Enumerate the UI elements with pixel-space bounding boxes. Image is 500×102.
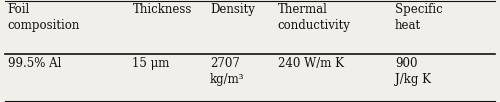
Text: 240 W/m K: 240 W/m K: [278, 57, 344, 70]
Text: Foil
composition: Foil composition: [8, 3, 80, 32]
Text: 15 μm: 15 μm: [132, 57, 170, 70]
Text: Thermal
conductivity: Thermal conductivity: [278, 3, 350, 32]
Text: Specific
heat: Specific heat: [395, 3, 443, 32]
Text: 2707
kg/m³: 2707 kg/m³: [210, 57, 244, 86]
Text: Thickness: Thickness: [132, 3, 192, 16]
Text: Density: Density: [210, 3, 255, 16]
Text: 99.5% Al: 99.5% Al: [8, 57, 61, 70]
Text: 900
J/kg K: 900 J/kg K: [395, 57, 431, 86]
